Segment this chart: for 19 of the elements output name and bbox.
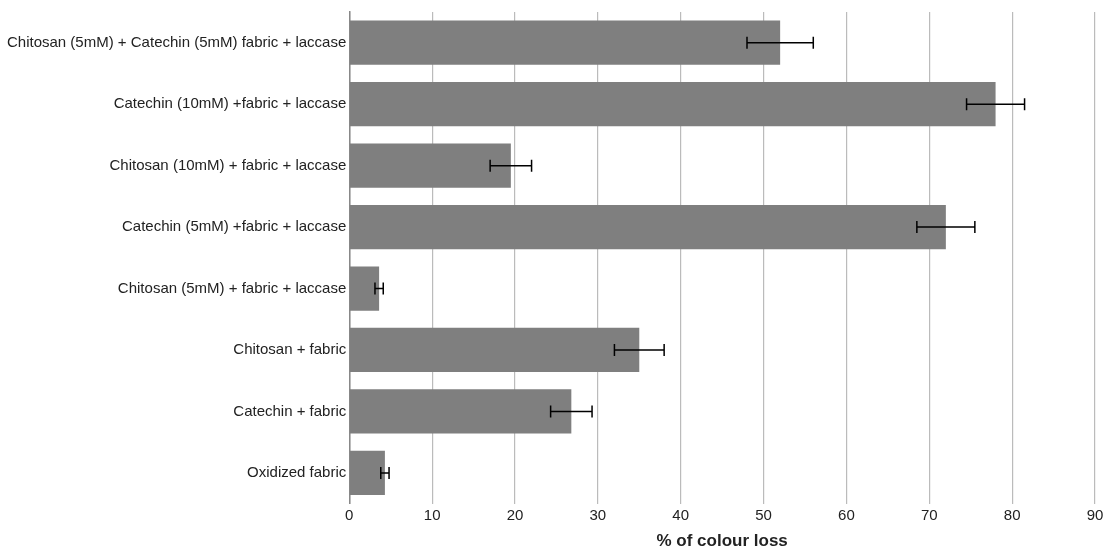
x-tick-label: 50 bbox=[755, 505, 772, 523]
y-tick-label: Chitosan (5mM) + fabric + laccase bbox=[117, 278, 347, 296]
x-tick-label: 80 bbox=[1003, 505, 1021, 523]
y-tick-label: Oxidized fabric bbox=[247, 463, 347, 481]
x-tick-label: 0 bbox=[345, 505, 354, 523]
y-tick-label: Catechin (10mM) +fabric + laccase bbox=[113, 94, 347, 112]
x-tick-label: 10 bbox=[423, 505, 441, 523]
y-tick-label: Catechin (5mM) +fabric + laccase bbox=[122, 217, 347, 235]
x-tick-label: 40 bbox=[672, 505, 690, 523]
y-tick-label: Catechin + fabric bbox=[233, 401, 347, 419]
x-tick-label: 70 bbox=[920, 505, 938, 523]
y-tick-label: Chitosan (10mM) + fabric + laccase bbox=[109, 155, 347, 173]
y-tick-label: Chitosan + fabric bbox=[233, 340, 347, 358]
y-tick-label: Chitosan (5mM) + Catechin (5mM) fabric + laccase bbox=[7, 32, 347, 50]
x-tick-label: 90 bbox=[1086, 505, 1104, 523]
x-tick-label: 60 bbox=[838, 505, 855, 523]
x-tick-label: 20 bbox=[506, 505, 524, 523]
x-axis-title: % of colour loss bbox=[656, 531, 788, 551]
x-tick-label: 30 bbox=[589, 505, 607, 523]
